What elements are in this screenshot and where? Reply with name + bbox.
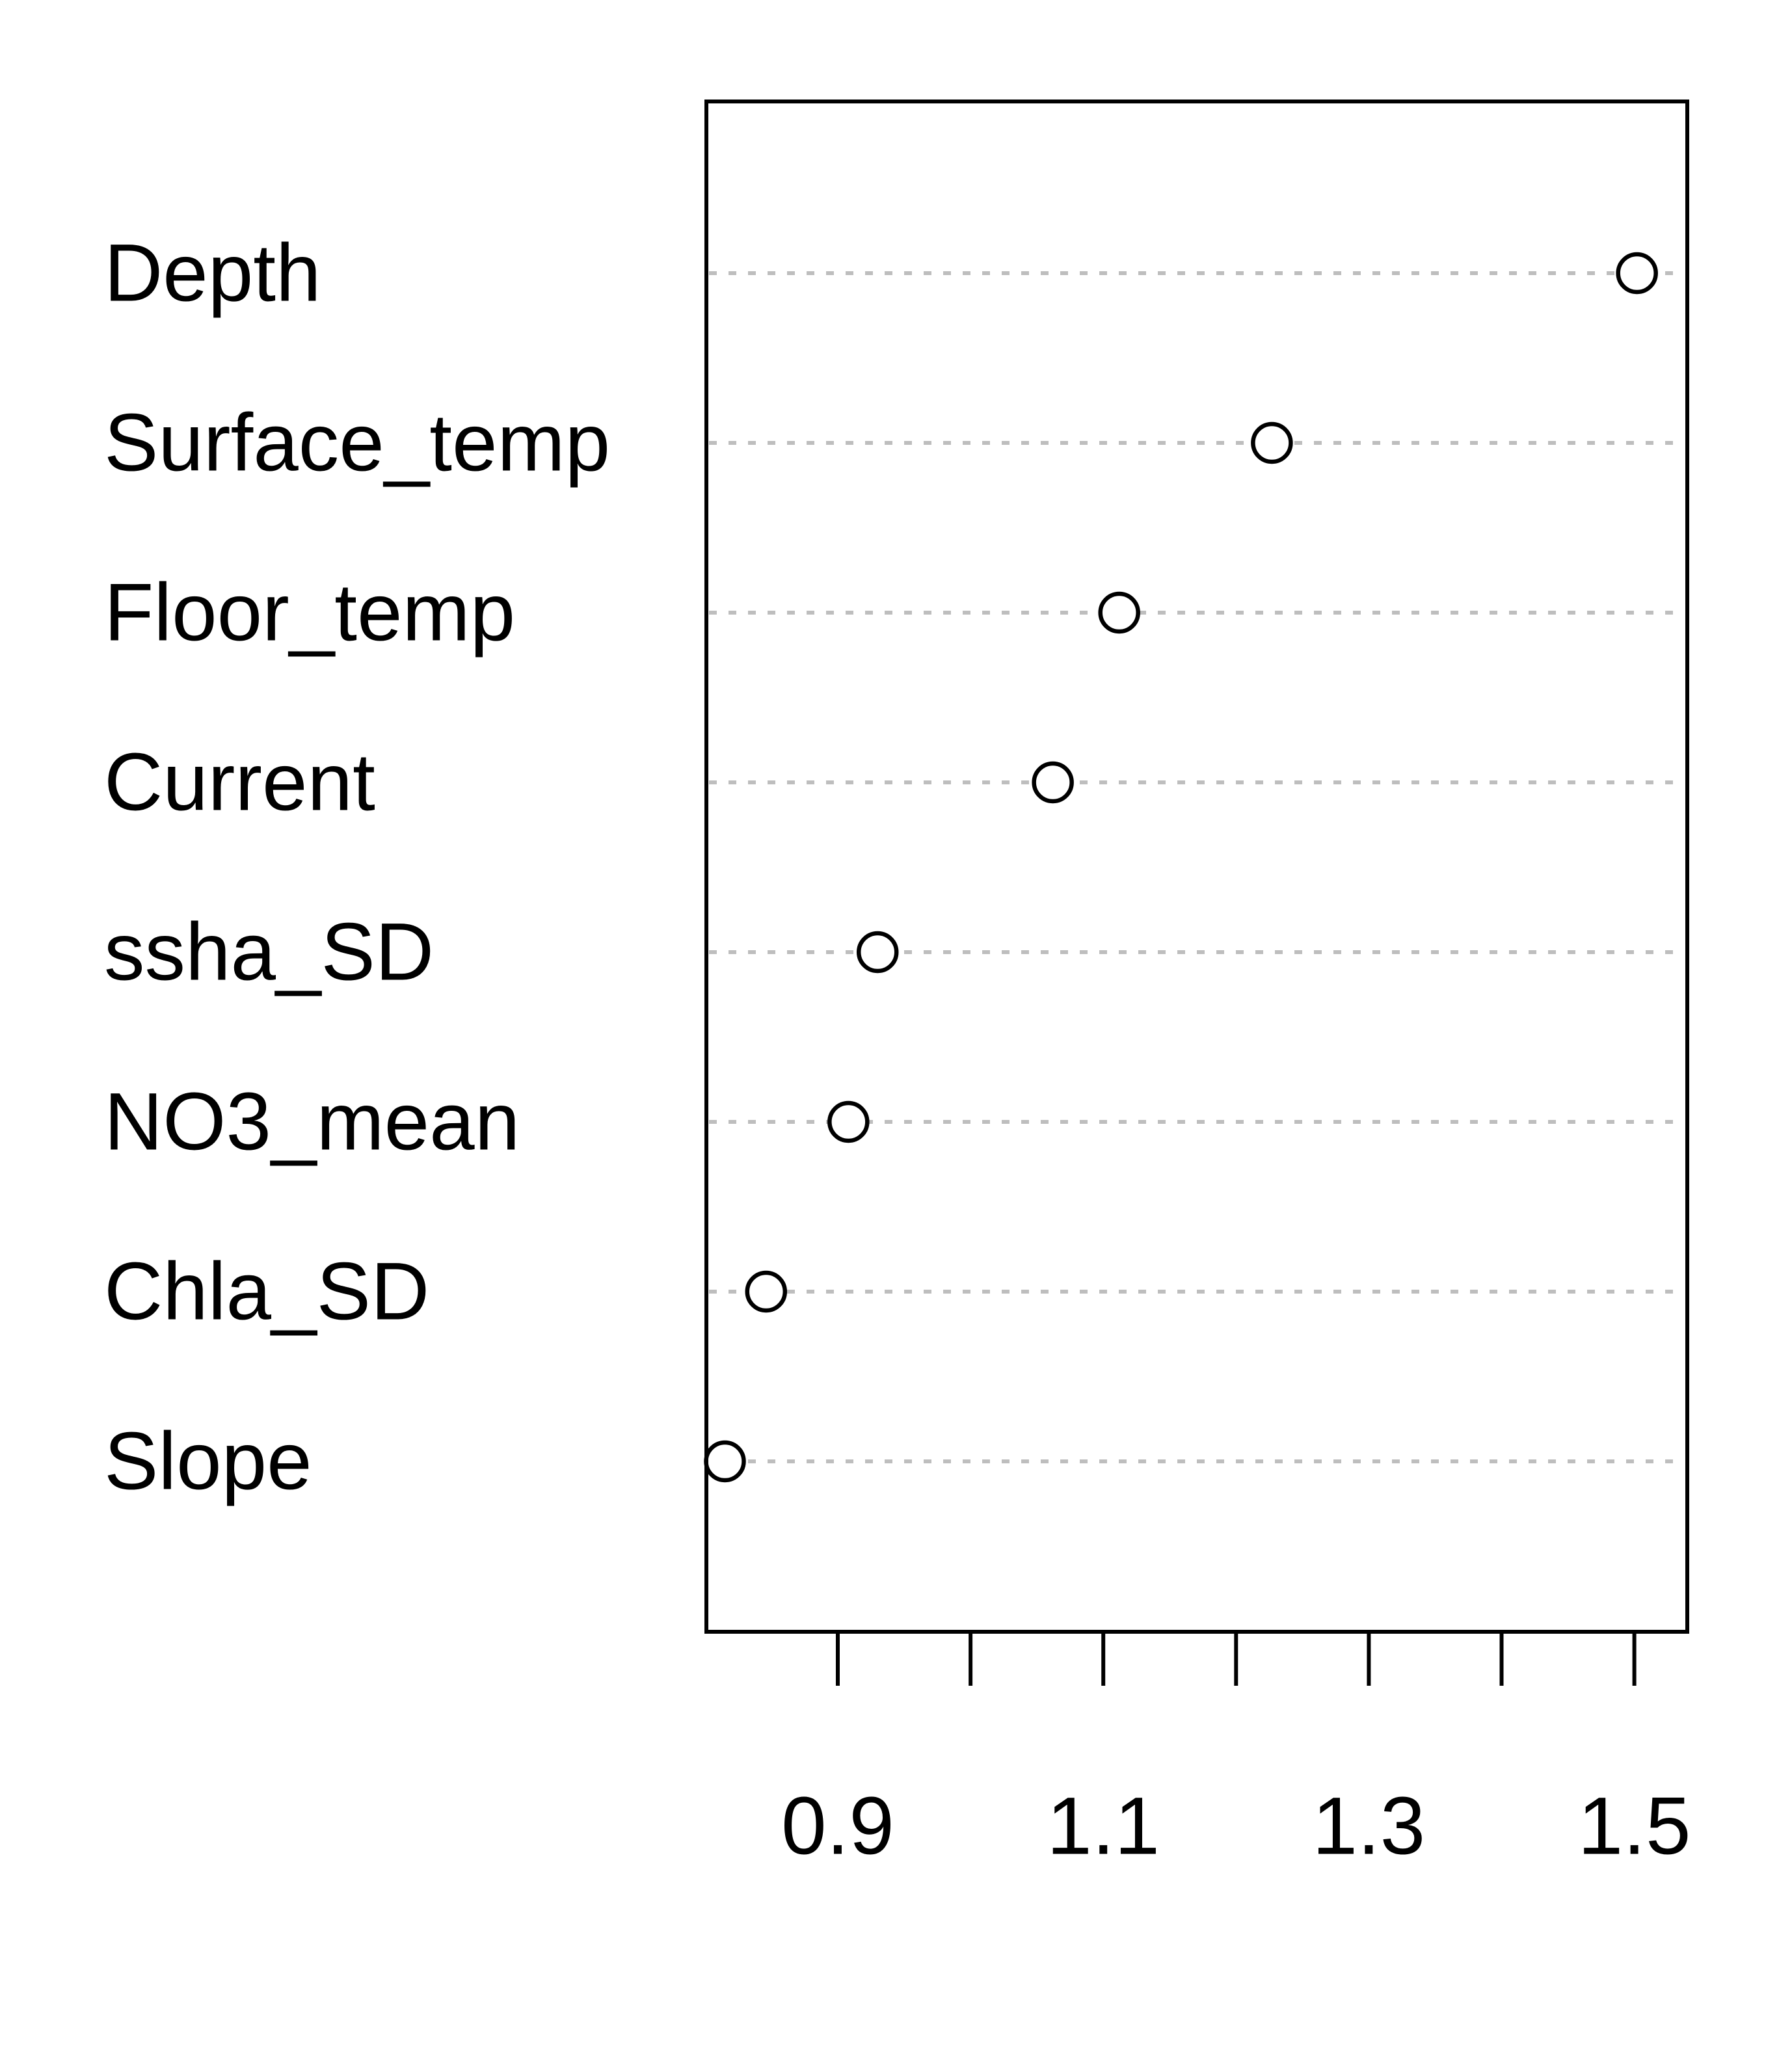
data-point bbox=[1098, 591, 1140, 634]
category-label: NO3_mean bbox=[104, 1077, 520, 1167]
data-point bbox=[1032, 761, 1074, 804]
x-tick-label: 1.3 bbox=[1313, 1781, 1426, 1872]
guide-lines bbox=[709, 271, 1685, 1463]
x-axis-tick-labels: 0.9 1.1 1.3 1.5 bbox=[781, 1781, 1691, 1872]
x-tick-label: 0.9 bbox=[781, 1781, 894, 1872]
x-tick-label: 1.5 bbox=[1578, 1781, 1691, 1872]
category-labels: Depth Surface_temp Floor_temp Current ssha_S… bbox=[104, 228, 610, 1507]
data-point bbox=[856, 931, 899, 974]
category-label: ssha_SD bbox=[104, 907, 434, 998]
category-label: Depth bbox=[104, 228, 321, 319]
category-label: Chla_SD bbox=[104, 1247, 429, 1337]
data-point bbox=[745, 1270, 788, 1313]
category-label: Slope bbox=[104, 1416, 312, 1507]
data-point bbox=[827, 1100, 870, 1143]
data-point bbox=[704, 1440, 746, 1483]
category-label: Floor_temp bbox=[104, 568, 515, 658]
data-points bbox=[704, 252, 1658, 1483]
x-tick-label: 1.1 bbox=[1047, 1781, 1160, 1872]
data-point bbox=[1251, 421, 1293, 464]
data-point bbox=[1616, 252, 1658, 295]
plot-frame bbox=[704, 100, 1689, 1634]
category-label: Surface_temp bbox=[104, 398, 610, 488]
category-label: Current bbox=[104, 738, 375, 828]
x-axis-ticks bbox=[836, 1632, 1637, 1686]
